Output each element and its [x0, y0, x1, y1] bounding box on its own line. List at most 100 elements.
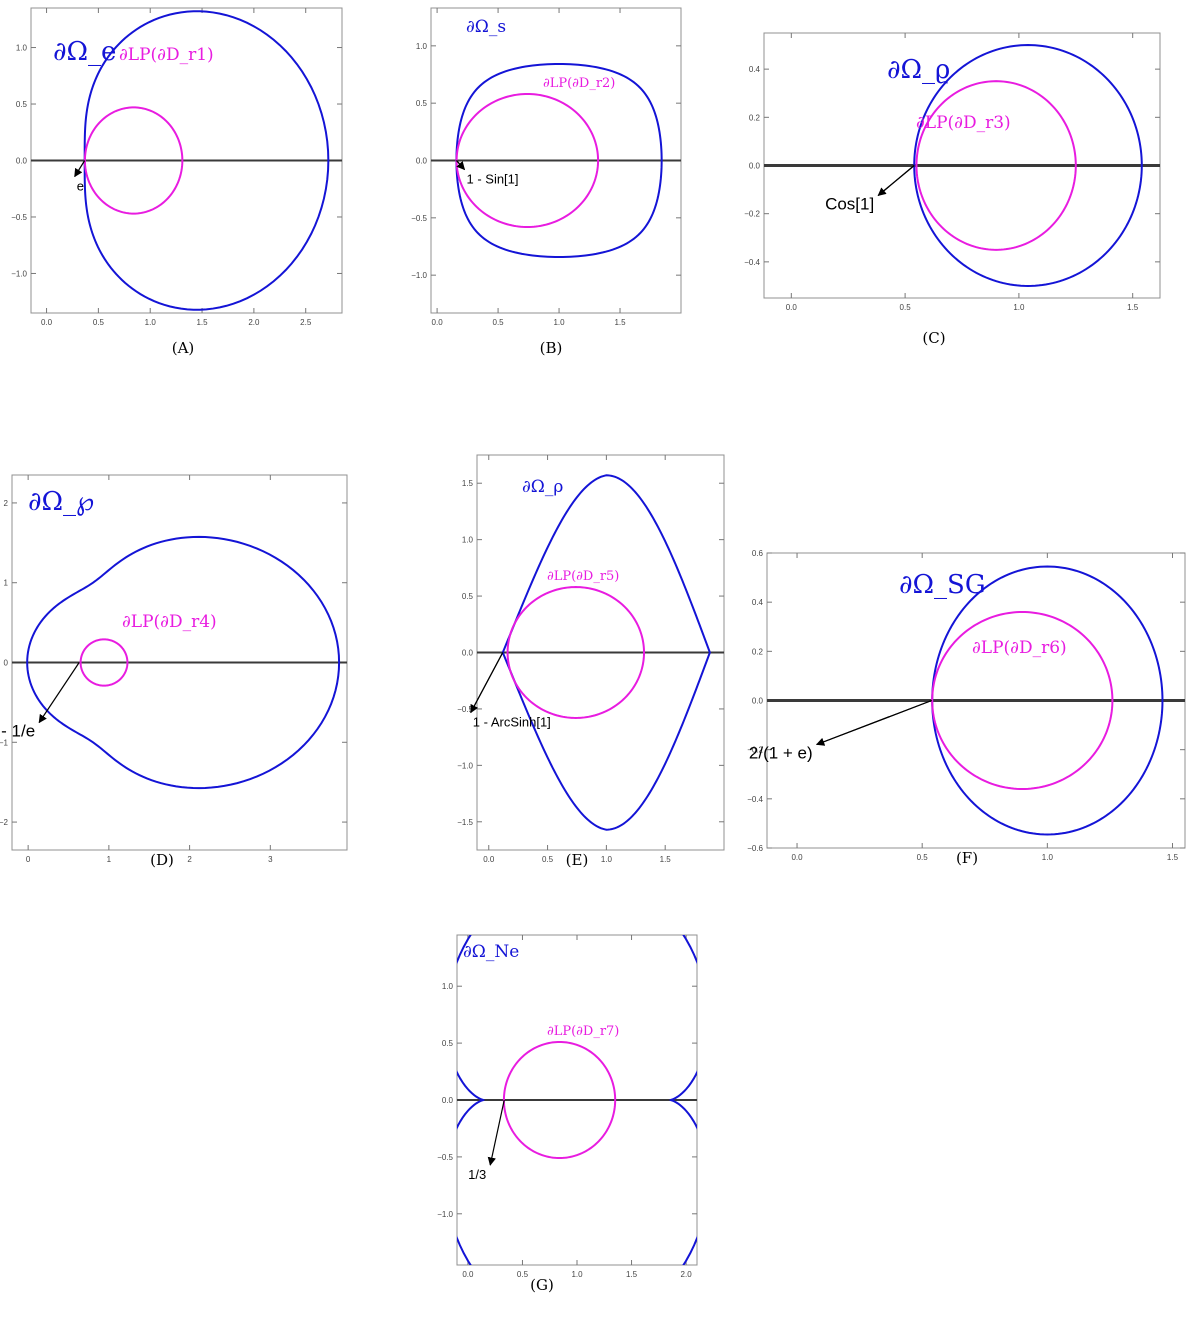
curves — [501, 474, 711, 831]
y-tick-label: 1.0 — [442, 982, 454, 991]
y-tick-label: 0.2 — [752, 647, 764, 656]
curves — [455, 63, 663, 258]
annotation-arrow-head — [470, 652, 504, 714]
y-tick-label: −0.5 — [437, 1153, 453, 1162]
x-tick-label: 0.5 — [542, 855, 554, 864]
y-tick-label: 1 — [4, 579, 9, 588]
curves — [913, 44, 1143, 287]
x-tick-label: 2.0 — [248, 318, 260, 327]
y-tick-label: 0.0 — [416, 157, 428, 166]
annotation-text: 2/(1 + e) — [749, 744, 813, 763]
outer-boundary-curve — [457, 935, 697, 1265]
x-tick-label: 1.5 — [626, 1270, 638, 1279]
y-tick-label: 0.0 — [442, 1096, 454, 1105]
x-tick-label: 0.5 — [517, 1270, 529, 1279]
x-tick-label: 1.5 — [614, 318, 626, 327]
outer-boundary-curve — [913, 44, 1143, 287]
x-tick-label: 0.0 — [432, 318, 444, 327]
panel-d: 0 1 2 3 −2 −1 0 1 2 ∂Ω_℘ ∂LP(∂D_r4) 1 - 1/e (D) — [0, 474, 348, 869]
outer-curve-label: ∂Ω_SG — [899, 570, 986, 600]
y-tick-label: 0.6 — [752, 549, 764, 558]
y-tick-label: −1.0 — [411, 271, 427, 280]
panel-caption: (F) — [956, 849, 978, 867]
lemniscate-circle-curve — [915, 80, 1077, 251]
curves — [931, 565, 1164, 836]
y-tick-label: 0.2 — [749, 113, 761, 122]
y-tick-label: 0.4 — [749, 65, 761, 74]
annotation-text: 1 - ArcSinh[1] — [473, 715, 551, 730]
y-tick-label: −1.0 — [437, 1210, 453, 1219]
y-tick-label: −1.5 — [457, 818, 473, 827]
panel-g: 0.0 0.5 1.0 1.5 2.0 −1.0 −0.5 0.0 0.5 1.0 ∂Ω_Ne ∂LP… — [437, 934, 698, 1294]
annotation-arrow-head — [456, 160, 466, 171]
x-tick-label: 2.0 — [681, 1270, 693, 1279]
annotation-arrow — [74, 160, 86, 178]
x-tick-label: 0.0 — [462, 1270, 474, 1279]
y-tick-label: 1.5 — [462, 479, 474, 488]
x-tick-label: 0.5 — [900, 303, 912, 312]
x-tick-label: 1.5 — [660, 855, 672, 864]
lemniscate-circle-curve — [79, 638, 129, 687]
inner-circle-label: ∂LP(∂D_r5) — [547, 569, 619, 584]
inner-circle-label: ∂LP(∂D_r1) — [119, 45, 214, 65]
y-tick-label: −0.5 — [457, 705, 473, 714]
panel-caption: (B) — [540, 339, 563, 357]
lemniscate-circle-curve — [506, 586, 646, 719]
y-tick-label: 0.0 — [749, 162, 761, 171]
panel-a: 0.0 0.5 1.0 1.5 2.0 2.5 −1.0 −0.5 0.0 0.5 1.0 ∂Ω_e ∂… — [11, 7, 343, 357]
y-tick-label: −1.0 — [457, 761, 473, 770]
panel-caption: (A) — [172, 339, 195, 357]
x-tick-label: 1.5 — [1167, 853, 1179, 862]
outer-curve-label: ∂Ω_s — [466, 17, 506, 37]
y-tick-label: −0.5 — [11, 213, 27, 222]
x-tick-label: 1.0 — [1013, 303, 1025, 312]
x-tick-label: 2.5 — [300, 318, 312, 327]
y-tick-label: 0.0 — [752, 697, 764, 706]
curves — [457, 935, 697, 1265]
outer-boundary-curve — [26, 535, 341, 790]
tick-labels: 0.0 0.5 1.0 1.5 −0.6 −0.4 −0.2 0.0 0.2 0.4 0.6 — [747, 549, 1185, 862]
y-tick-label: 2 — [4, 499, 9, 508]
y-tick-label: −0.2 — [747, 746, 763, 755]
annotation-arrow — [487, 1099, 505, 1166]
x-tick-label: 0.0 — [791, 853, 803, 862]
x-tick-label: 0.0 — [483, 855, 495, 864]
annotation-arrow-head — [815, 699, 932, 746]
annotation-text: 1/3 — [468, 1167, 486, 1182]
curves — [83, 10, 330, 311]
y-tick-label: 0.5 — [416, 99, 428, 108]
x-tick-label: 1.0 — [601, 855, 613, 864]
y-tick-label: 0 — [4, 659, 9, 668]
tick-labels: 0 1 2 3 −2 −1 0 1 2 — [0, 475, 347, 864]
annotation-text: 1 - 1/e — [0, 722, 35, 741]
outer-curve-label: ∂Ω_Ne — [463, 942, 519, 962]
y-tick-label: 1.0 — [16, 44, 28, 53]
y-tick-label: −0.4 — [747, 795, 763, 804]
y-tick-label: −2 — [0, 818, 9, 827]
lemniscate-circle-curve — [455, 92, 600, 229]
annotation-text: Cos[1] — [825, 195, 874, 214]
y-tick-label: −1 — [0, 738, 9, 747]
panel-f: 0.0 0.5 1.0 1.5 −0.6 −0.4 −0.2 0.0 0.2 0.4 0.6 ∂Ω_S… — [747, 549, 1186, 867]
y-tick-label: 0.0 — [16, 157, 28, 166]
outer-boundary-curve — [501, 474, 711, 831]
x-tick-label: 1.0 — [1042, 853, 1054, 862]
lemniscate-circle-curve — [83, 106, 184, 215]
x-tick-label: 0.5 — [93, 318, 105, 327]
inner-circle-label: ∂LP(∂D_r7) — [547, 1024, 619, 1039]
outer-curve-label: ∂Ω_ϱ — [887, 55, 950, 85]
x-tick-label: 1 — [107, 855, 112, 864]
y-tick-label: 0.5 — [442, 1039, 454, 1048]
y-tick-label: 0.5 — [16, 100, 28, 109]
panel-b: 0.0 0.5 1.0 1.5 −1.0 −0.5 0.0 0.5 1.0 ∂Ω_s ∂LP(∂D_… — [411, 7, 682, 357]
lemniscate-circle-curve — [931, 610, 1114, 791]
panel-e: 0.0 0.5 1.0 1.5 −1.5 −1.0 −0.5 0.0 0.5 1.0 1.5 ∂Ω_ρ… — [457, 454, 725, 869]
panel-caption: (G) — [530, 1276, 554, 1294]
y-tick-label: −0.6 — [747, 844, 763, 853]
tick-labels: 0.0 0.5 1.0 1.5 −0.4 −0.2 0.0 0.2 0.4 — [744, 33, 1160, 312]
y-tick-label: 0.4 — [752, 598, 764, 607]
inner-circle-label: ∂LP(∂D_r3) — [916, 113, 1011, 133]
outer-curve-label: ∂Ω_℘ — [28, 487, 94, 517]
outer-boundary-curve — [931, 565, 1164, 836]
